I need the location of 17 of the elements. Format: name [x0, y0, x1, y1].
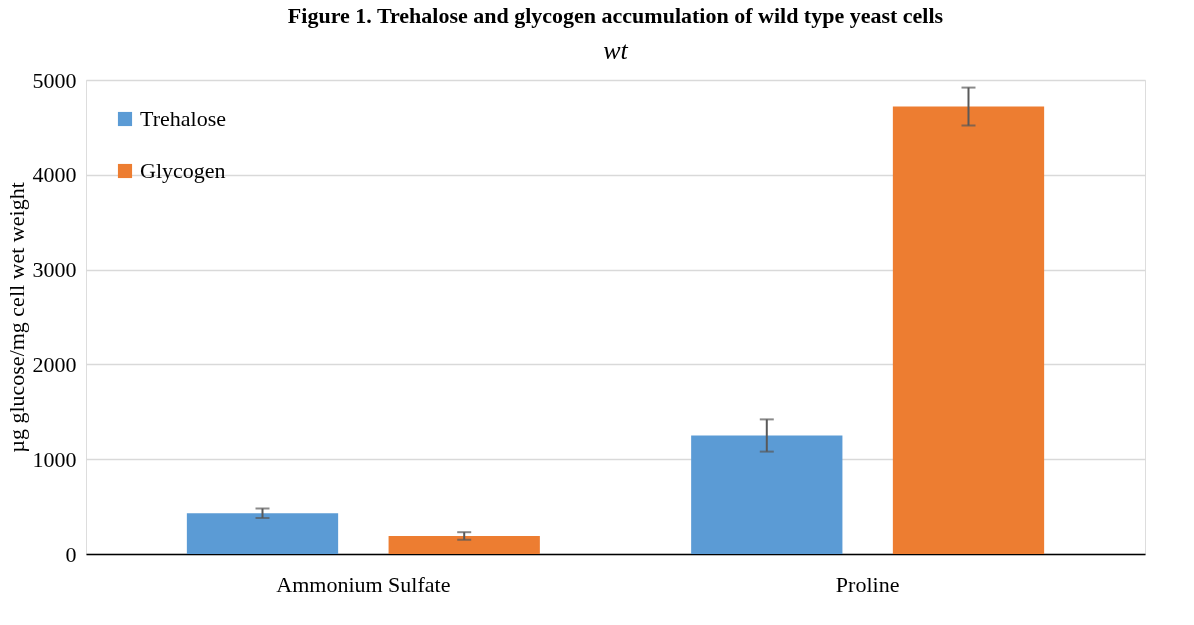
- bar: [388, 535, 540, 554]
- y-tick-label: 3000: [32, 257, 77, 283]
- chart-subtitle: wt: [603, 36, 629, 65]
- x-tick-label: Ammonium Sulfate: [276, 571, 451, 597]
- y-tick-label: 1000: [32, 446, 77, 472]
- legend-label: Trehalose: [140, 106, 226, 131]
- y-tick-label: 2000: [32, 351, 77, 377]
- chart-title: Figure 1. Trehalose and glycogen accumulation of wild type yeast cells: [287, 3, 944, 28]
- x-tick-label: Proline: [835, 571, 900, 597]
- y-tick-label: 0: [65, 541, 77, 567]
- y-tick-label: 5000: [32, 67, 77, 93]
- legend-label: Glycogen: [140, 158, 226, 183]
- bar: [186, 513, 339, 554]
- y-axis-title: µg glucose/mg cell wet weight: [3, 182, 29, 453]
- bar: [691, 435, 843, 554]
- bar: [892, 106, 1045, 554]
- y-tick-label: 4000: [32, 162, 77, 188]
